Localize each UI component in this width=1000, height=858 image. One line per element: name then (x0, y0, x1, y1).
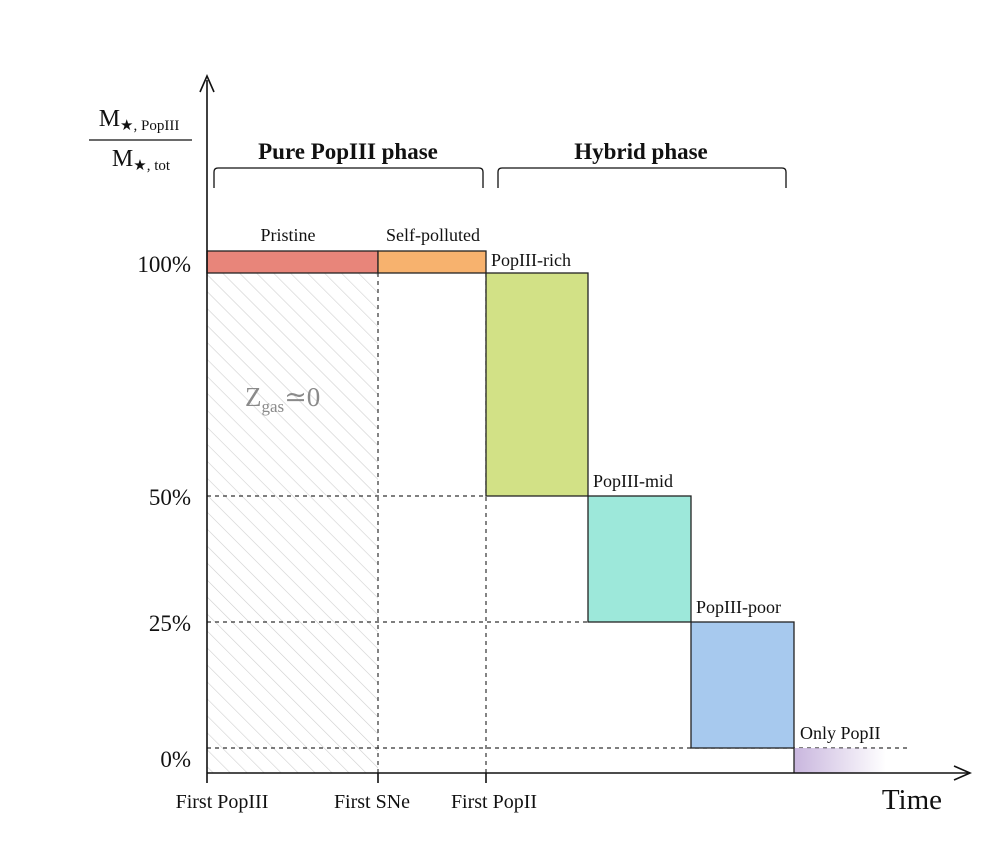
y-label-num-main: M (99, 106, 120, 132)
y-label-num-star: ★ (120, 118, 133, 134)
stage-bar-pristine (206, 250, 379, 274)
x-tick-first-popiii: First PopIII (176, 791, 269, 813)
y-label-den-main: M (112, 146, 133, 172)
stage-label-self-polluted: Self-polluted (386, 225, 480, 245)
x-axis-title: Time (882, 784, 942, 816)
y-tick-50: 50% (149, 485, 191, 510)
svg-text:M★, tot: M★, tot (112, 146, 171, 174)
y-label-den-sub: , tot (147, 158, 171, 174)
stage-label-only-popii: Only PopII (800, 723, 881, 743)
y-tick-25: 25% (149, 611, 191, 636)
axes (199, 74, 972, 783)
phase-brace-pure (213, 167, 484, 188)
stage-bar-only-popii (794, 748, 886, 773)
x-tick-first-sne: First SNe (334, 791, 410, 813)
stage-bar-popiii-poor (690, 621, 795, 749)
x-tick-first-popii: First PopII (451, 791, 537, 813)
stage-bar-popiii-mid (587, 495, 692, 623)
stage-label-pristine: Pristine (260, 225, 315, 245)
phase-label-hybrid: Hybrid phase (574, 139, 708, 164)
stage-label-popiii-rich: PopIII-rich (491, 250, 571, 270)
stage-bar-self-polluted (377, 250, 487, 274)
y-tick-100: 100% (137, 252, 191, 277)
y-axis-title: M★, PopIII M★, tot (89, 106, 192, 174)
phase-brace-hybrid (497, 167, 787, 188)
svg-text:M★, PopIII: M★, PopIII (99, 106, 180, 134)
y-label-den-star: ★ (133, 158, 146, 174)
gas-label-sub: gas (262, 397, 285, 416)
gas-metallicity-label: Zgas≃0 (245, 382, 320, 416)
y-label-num-sub: , PopIII (133, 118, 179, 134)
stage-label-popiii-mid: PopIII-mid (593, 471, 673, 491)
gas-label-main: Z (245, 382, 262, 412)
gas-label-rel: ≃0 (284, 382, 320, 412)
y-tick-0: 0% (160, 747, 191, 772)
stage-bar-popiii-rich (485, 272, 589, 497)
zero-metallicity-region (207, 273, 378, 773)
phase-label-pure: Pure PopIII phase (258, 139, 438, 164)
stage-label-popiii-poor: PopIII-poor (696, 597, 781, 617)
